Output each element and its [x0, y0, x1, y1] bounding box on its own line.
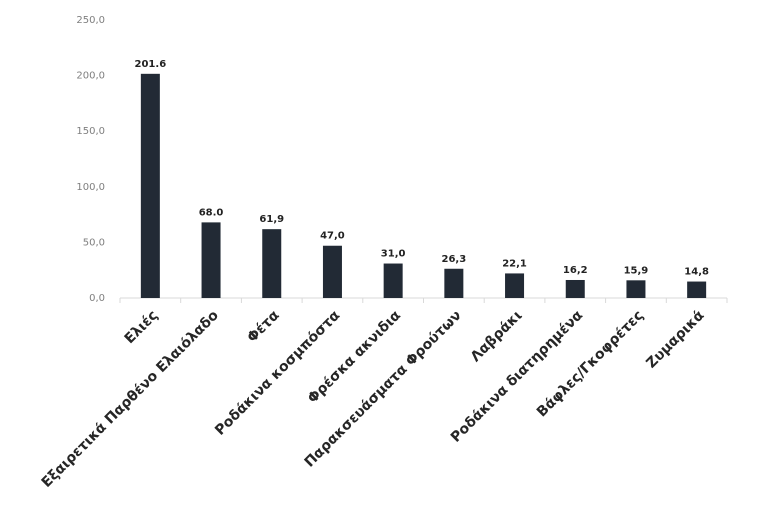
bar[interactable] — [565, 279, 585, 298]
y-tick-label: 250,0 — [76, 15, 105, 26]
category-label: Ελιές — [122, 308, 162, 348]
bar[interactable] — [262, 229, 282, 298]
data-label: 47,0 — [320, 231, 345, 242]
data-label: 14,8 — [684, 267, 709, 278]
category-label: Φέτα — [244, 307, 283, 346]
y-tick-label: 200,0 — [76, 71, 105, 82]
bar[interactable] — [322, 245, 342, 298]
data-label: 31,0 — [381, 249, 406, 260]
bar[interactable] — [626, 280, 646, 298]
bar[interactable] — [383, 263, 403, 298]
data-label: 22,1 — [502, 258, 527, 269]
category-label: Ζυμαρικά — [643, 307, 707, 371]
data-label: 68.0 — [199, 207, 224, 218]
category-label: Λαβράκι — [468, 308, 526, 366]
category-label: Ροδάκινα κοσμπόστα — [212, 307, 343, 438]
y-tick-label: 0,0 — [89, 293, 105, 304]
bar[interactable] — [201, 222, 221, 298]
y-tick-label: 150,0 — [76, 126, 105, 137]
data-label: 201.6 — [135, 59, 167, 70]
y-tick-label: 50,0 — [83, 237, 105, 248]
data-label: 61,9 — [259, 214, 284, 225]
data-label: 15,9 — [624, 265, 649, 276]
bar[interactable] — [505, 273, 525, 298]
y-tick-label: 100,0 — [76, 182, 105, 193]
data-label: 16,2 — [563, 265, 588, 276]
bar[interactable] — [140, 73, 160, 298]
data-label: 26,3 — [442, 254, 467, 265]
bar[interactable] — [444, 268, 464, 298]
category-label: Βάφλες/Γκοφρέτες — [534, 308, 647, 421]
bar[interactable] — [687, 281, 707, 298]
